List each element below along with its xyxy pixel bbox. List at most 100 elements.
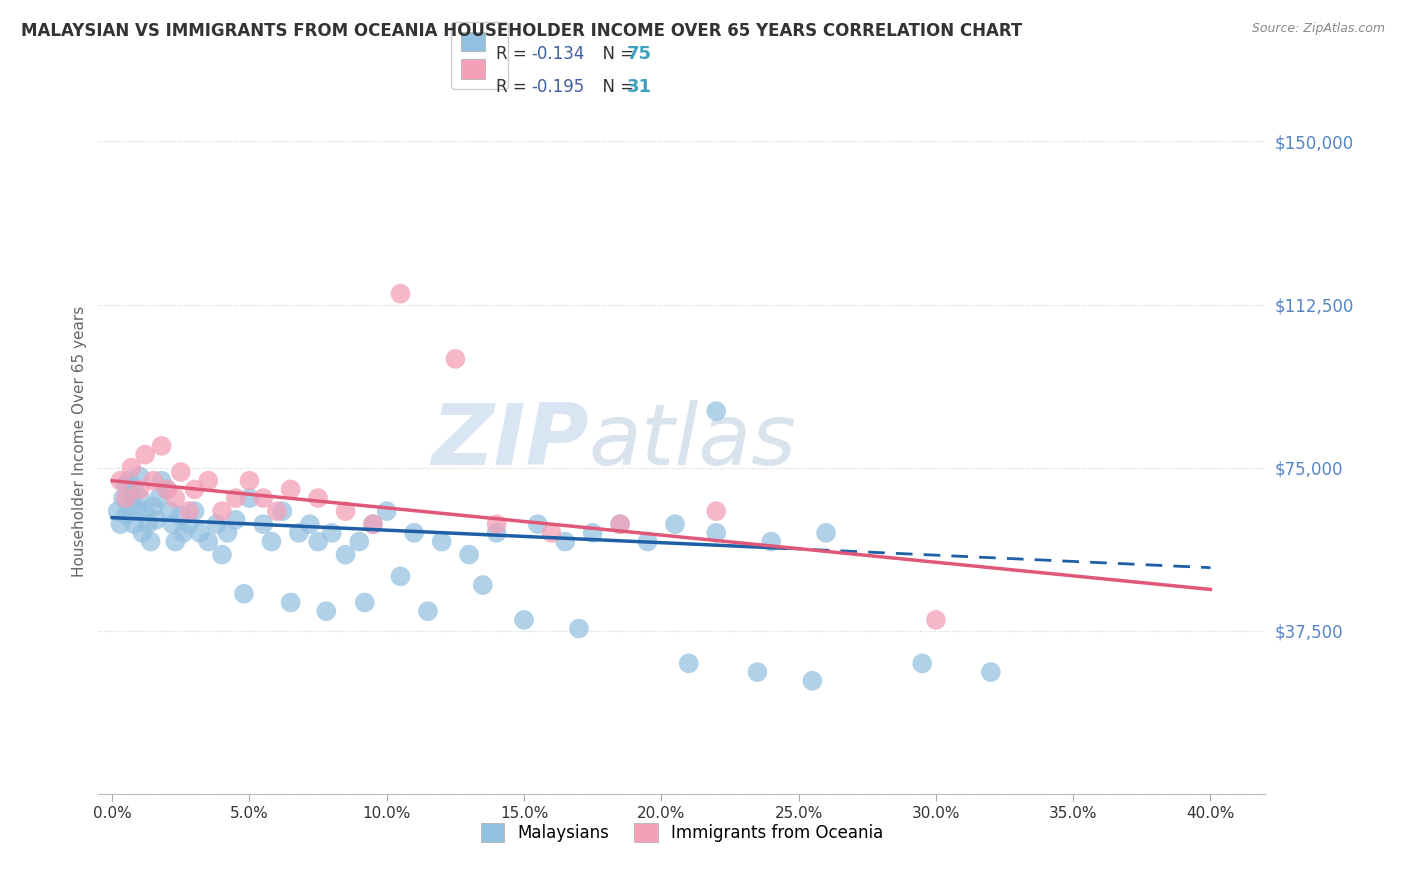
Point [112, 491, 135, 505]
Point [361, 517, 384, 532]
Point [664, 517, 686, 532]
Point [107, 504, 129, 518]
Point [156, 483, 179, 497]
Point [225, 513, 247, 527]
Point [513, 613, 536, 627]
Text: R =: R = [496, 78, 533, 95]
Point [162, 517, 184, 532]
Text: -0.134: -0.134 [531, 45, 585, 62]
Point [150, 439, 173, 453]
Point [233, 587, 256, 601]
Point [217, 525, 239, 540]
Text: N =: N = [592, 78, 640, 95]
Point [139, 534, 162, 549]
Point [110, 517, 132, 532]
Text: Source: ZipAtlas.com: Source: ZipAtlas.com [1251, 22, 1385, 36]
Text: 31: 31 [627, 78, 652, 95]
Point [159, 504, 181, 518]
Point [704, 525, 727, 540]
Point [471, 578, 494, 592]
Point [485, 517, 508, 532]
Point [430, 534, 453, 549]
Point [389, 286, 412, 301]
Point [404, 525, 426, 540]
Point [298, 517, 321, 532]
Point [238, 474, 260, 488]
Point [177, 517, 200, 532]
Point [349, 534, 371, 549]
Point [361, 517, 384, 532]
Point [609, 517, 631, 532]
Point [183, 483, 205, 497]
Point [925, 613, 948, 627]
Point [911, 657, 934, 671]
Point [128, 483, 150, 497]
Point [747, 665, 769, 679]
Point [115, 491, 138, 505]
Point [335, 548, 357, 562]
Point [815, 525, 838, 540]
Point [375, 504, 398, 518]
Point [131, 525, 153, 540]
Point [134, 448, 156, 462]
Point [321, 525, 343, 540]
Point [353, 595, 375, 609]
Point [704, 504, 727, 518]
Text: atlas: atlas [589, 400, 797, 483]
Point [582, 525, 605, 540]
Point [260, 534, 283, 549]
Text: N =: N = [592, 45, 640, 62]
Point [252, 491, 274, 505]
Point [136, 517, 159, 532]
Point [177, 504, 200, 518]
Point [704, 404, 727, 418]
Point [150, 474, 173, 488]
Point [271, 504, 294, 518]
Point [197, 534, 219, 549]
Point [526, 517, 548, 532]
Point [444, 351, 467, 366]
Point [117, 474, 139, 488]
Text: ZIP: ZIP [430, 400, 589, 483]
Point [266, 504, 288, 518]
Text: MALAYSIAN VS IMMIGRANTS FROM OCEANIA HOUSEHOLDER INCOME OVER 65 YEARS CORRELATIO: MALAYSIAN VS IMMIGRANTS FROM OCEANIA HOU… [21, 22, 1022, 40]
Point [568, 622, 591, 636]
Point [120, 491, 142, 505]
Point [678, 657, 700, 671]
Point [156, 483, 179, 497]
Point [280, 483, 302, 497]
Text: -0.195: -0.195 [531, 78, 585, 95]
Point [389, 569, 412, 583]
Point [134, 504, 156, 518]
Point [122, 483, 145, 497]
Point [120, 460, 142, 475]
Point [110, 474, 132, 488]
Point [165, 534, 187, 549]
Point [128, 469, 150, 483]
Point [801, 673, 824, 688]
Point [128, 491, 150, 505]
Point [609, 517, 631, 532]
Point [117, 500, 139, 514]
Point [280, 595, 302, 609]
Point [170, 508, 193, 523]
Point [183, 504, 205, 518]
Point [211, 504, 233, 518]
Point [307, 534, 329, 549]
Point [238, 491, 260, 505]
Legend: Malaysians, Immigrants from Oceania: Malaysians, Immigrants from Oceania [474, 816, 890, 849]
Text: 75: 75 [627, 45, 652, 62]
Point [759, 534, 782, 549]
Point [540, 525, 562, 540]
Point [115, 478, 138, 492]
Point [165, 491, 187, 505]
Point [980, 665, 1002, 679]
Point [142, 500, 165, 514]
Point [148, 491, 170, 505]
Point [416, 604, 439, 618]
Point [458, 548, 481, 562]
Point [211, 548, 233, 562]
Point [173, 525, 195, 540]
Point [288, 525, 311, 540]
Point [637, 534, 659, 549]
